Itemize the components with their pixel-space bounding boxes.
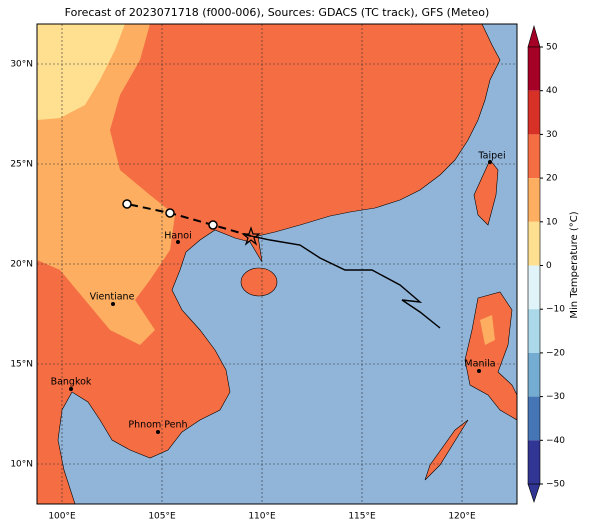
colorbar-extend (527, 483, 541, 503)
track-point (165, 208, 175, 218)
colorbar-tick-label: −20 (546, 348, 565, 358)
colorbar-tick-label: 50 (546, 43, 558, 53)
colorbar-tick-label: −30 (546, 392, 565, 402)
taiwan (473, 159, 499, 226)
colorbar-band (528, 134, 540, 179)
city-dot (477, 369, 481, 373)
map (37, 24, 517, 504)
colorbar-band (528, 309, 540, 353)
past-track (250, 235, 441, 329)
cold-land (37, 24, 125, 120)
colorbar-tick-label: 10 (546, 217, 558, 227)
track-point (122, 199, 132, 209)
colorbar-band (528, 221, 540, 266)
colorbar-band (528, 265, 540, 310)
track-point (208, 220, 218, 230)
city-label: Manila (464, 359, 495, 370)
colorbar-tick-label: 40 (546, 86, 558, 96)
colorbar-band (528, 396, 540, 441)
colorbar: 50 40 30 20 10 0 −10 −20 −30 −40 −50 (527, 24, 565, 503)
hainan (240, 267, 278, 297)
city-dot (156, 430, 160, 434)
colorbar-band (528, 440, 540, 484)
colorbar-band (528, 47, 540, 91)
city-dot (69, 387, 73, 391)
mainland (37, 24, 501, 504)
colorbar-band (528, 178, 540, 222)
colorbar-tick-label: 0 (546, 261, 552, 271)
city-label: Phnom Penh (128, 420, 187, 431)
map-frame (36, 23, 518, 505)
colorbar-band (528, 352, 540, 397)
colorbar-tick-label: −40 (546, 436, 565, 446)
city-dot (488, 160, 492, 164)
title: Forecast of 2023071718 (f000-006), Sourc… (65, 6, 490, 19)
city-label: Hanoi (164, 231, 191, 242)
city-label: Taipei (477, 151, 505, 162)
city-label: Bangkok (51, 377, 92, 388)
lon-label: 115°E (348, 512, 376, 522)
lat-label: 25°N (10, 160, 33, 170)
forecast-track (126, 203, 252, 237)
lat-label: 15°N (10, 360, 33, 370)
colorbar-tick-label: 30 (546, 130, 558, 140)
palawan (424, 419, 469, 481)
lon-label: 120°E (448, 512, 476, 522)
grid (37, 24, 517, 504)
philippines-cool (480, 315, 495, 345)
city-dot (176, 240, 180, 244)
lat-label: 10°N (10, 460, 33, 470)
colorbar-extend (527, 24, 541, 48)
city-dot (111, 302, 115, 306)
lat-label: 30°N (10, 60, 33, 70)
lon-label: 105°E (148, 512, 176, 522)
lon-label: 100°E (48, 512, 76, 522)
colorbar-label: Min Temperature (°C) (569, 211, 580, 318)
colorbar-tick-label: −10 (546, 305, 565, 315)
colorbar-tick-label: −50 (546, 480, 565, 490)
colorbar-band (528, 90, 540, 135)
city-label: Vientiane (90, 292, 135, 303)
lat-label: 20°N (10, 260, 33, 270)
colorbar-tick-label: 20 (546, 174, 558, 184)
storm-position (241, 226, 261, 246)
lon-label: 110°E (248, 512, 276, 522)
